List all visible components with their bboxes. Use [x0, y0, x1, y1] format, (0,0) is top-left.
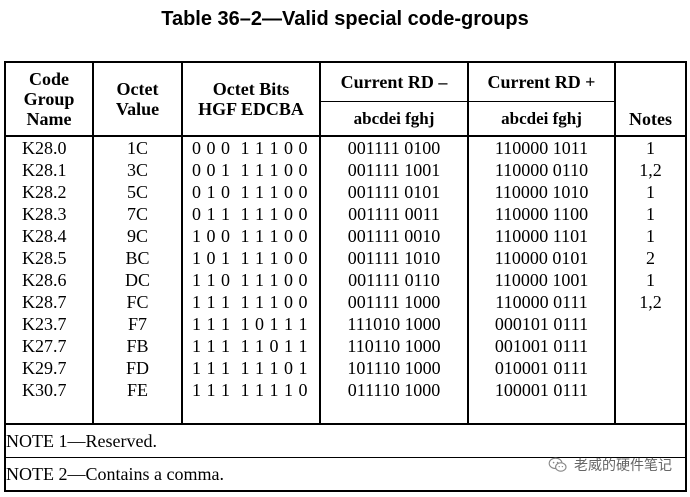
- cell-rd-plus: 110000 0101: [494, 248, 589, 268]
- column-notes: 1 1,2 1 1 1 2 1 1,2: [614, 136, 687, 425]
- column-current-rd-plus: 110000 1011 110000 0110 110000 1010 110000 …: [467, 136, 616, 425]
- cell-octet-value: FE: [126, 380, 148, 400]
- cell-rd-plus: 110000 1100: [494, 204, 589, 224]
- cell-octet-value: 9C: [126, 226, 148, 246]
- cell-name: K28.3: [22, 204, 67, 224]
- cell-octet-value: FC: [126, 292, 149, 312]
- cell-name: K28.6: [22, 270, 67, 290]
- cell-notes: [616, 313, 685, 335]
- header-notes: Notes: [614, 62, 687, 137]
- cell-name: K30.7: [22, 380, 67, 400]
- note-1: NOTE 1—Reserved.: [4, 424, 687, 458]
- cell-octet-value: F7: [127, 314, 147, 334]
- header-octet-value: Octet Value: [92, 62, 183, 137]
- header-octet-bits: Octet Bits HGF EDCBA: [181, 62, 321, 137]
- cell-octet-value: 1C: [126, 138, 148, 158]
- cell-octet-value: 3C: [126, 160, 148, 180]
- cell-octet-bits: 1 1 1 1 0 1 1 1: [192, 314, 308, 334]
- cell-notes: [616, 357, 685, 379]
- cell-name: K28.0: [22, 138, 67, 158]
- cell-rd-minus: 001111 1010: [347, 248, 441, 268]
- cell-rd-minus: 001111 0010: [347, 226, 441, 246]
- cell-octet-bits: 1 1 1 1 1 1 0 0: [192, 292, 308, 312]
- cell-notes: 1: [646, 182, 655, 202]
- cell-rd-plus: 000101 0111: [494, 314, 589, 334]
- cell-rd-minus: 001111 0011: [348, 204, 440, 224]
- column-current-rd-minus: 001111 0100 001111 1001 001111 0101 001111 …: [319, 136, 469, 425]
- cell-octet-bits: 0 0 1 1 1 1 0 0: [192, 160, 308, 180]
- cell-name: K28.1: [22, 160, 67, 180]
- cell-notes: 1,2: [639, 292, 662, 312]
- special-code-groups-table: Code Group Name Octet Value Octet Bits H…: [4, 61, 687, 492]
- cell-octet-bits: 0 0 0 1 1 1 0 0: [192, 138, 308, 158]
- cell-octet-value: DC: [124, 270, 150, 290]
- cell-rd-plus: 010001 0111: [494, 358, 589, 378]
- cell-name: K28.2: [22, 182, 67, 202]
- cell-octet-value: 5C: [126, 182, 148, 202]
- cell-octet-bits: 0 1 1 1 1 1 0 0: [192, 204, 308, 224]
- cell-octet-value: FB: [126, 336, 149, 356]
- header-current-rd-minus: Current RD –: [319, 62, 469, 102]
- cell-rd-minus: 001111 0100: [347, 138, 441, 158]
- cell-octet-value: BC: [125, 248, 150, 268]
- cell-rd-plus: 110000 0111: [495, 292, 588, 312]
- cell-rd-plus: 110000 1001: [494, 270, 589, 290]
- wechat-icon: [548, 457, 567, 472]
- watermark: 老威的硬件笔记: [548, 455, 672, 475]
- cell-rd-plus: 001001 0111: [494, 336, 589, 356]
- cell-notes: 1: [646, 226, 655, 246]
- cell-rd-plus: 100001 0111: [494, 380, 589, 400]
- cell-octet-bits: 1 1 1 1 1 1 1 0: [192, 380, 308, 400]
- cell-rd-plus: 110000 1010: [494, 182, 589, 202]
- watermark-text: 老威的硬件笔记: [574, 458, 672, 474]
- cell-name: K28.5: [22, 248, 67, 268]
- header-sub-plus: abcdei fghj: [467, 101, 616, 137]
- cell-octet-bits: 1 1 0 1 1 1 0 0: [192, 270, 308, 290]
- cell-rd-minus: 001111 0110: [348, 270, 440, 290]
- cell-notes: 1: [646, 204, 655, 224]
- header-code-group-name: Code Group Name: [4, 62, 94, 137]
- cell-rd-minus: 001111 1001: [347, 160, 441, 180]
- column-octet-value: 1C 3C 5C 7C 9C BC DC FC F7 FB FD FE: [92, 136, 183, 425]
- column-code-group-name: K28.0 K28.1 K28.2 K28.3 K28.4 K28.5 K28.6 K28.7…: [4, 136, 94, 425]
- cell-rd-minus: 110110 1000: [347, 336, 441, 356]
- cell-octet-bits: 1 1 1 1 1 1 0 1: [192, 358, 308, 378]
- cell-rd-plus: 110000 1011: [494, 138, 589, 158]
- cell-rd-plus: 110000 0110: [494, 160, 589, 180]
- header-sub-minus: abcdei fghj: [319, 101, 469, 137]
- cell-octet-bits: 1 1 1 1 1 0 1 1: [192, 336, 308, 356]
- cell-name: K28.4: [22, 226, 67, 246]
- note-2: NOTE 2—Contains a comma.: [4, 457, 687, 491]
- cell-octet-bits: 1 0 1 1 1 1 0 0: [192, 248, 308, 268]
- cell-octet-value: FD: [125, 358, 149, 378]
- cell-notes: 1,2: [639, 160, 662, 180]
- cell-rd-plus: 110000 1101: [494, 226, 589, 246]
- cell-notes: 1: [646, 138, 655, 158]
- cell-octet-bits: 1 0 0 1 1 1 0 0: [192, 226, 308, 246]
- cell-notes: 2: [646, 248, 655, 268]
- cell-octet-bits: 0 1 0 1 1 1 0 0: [192, 182, 308, 202]
- cell-name: K23.7: [22, 314, 67, 334]
- table-title: Table 36–2—Valid special code-groups: [161, 8, 529, 30]
- cell-notes: [616, 335, 685, 357]
- cell-rd-minus: 001111 1000: [347, 292, 441, 312]
- cell-name: K29.7: [22, 358, 67, 378]
- cell-rd-minus: 011110 1000: [347, 380, 441, 400]
- cell-rd-minus: 111010 1000: [347, 314, 441, 334]
- cell-notes: [616, 379, 685, 401]
- cell-name: K27.7: [22, 336, 67, 356]
- cell-notes: 1: [646, 270, 655, 290]
- cell-rd-minus: 001111 0101: [347, 182, 441, 202]
- cell-octet-value: 7C: [126, 204, 148, 224]
- header-current-rd-plus: Current RD +: [467, 62, 616, 102]
- cell-name: K28.7: [22, 292, 67, 312]
- cell-rd-minus: 101110 1000: [347, 358, 441, 378]
